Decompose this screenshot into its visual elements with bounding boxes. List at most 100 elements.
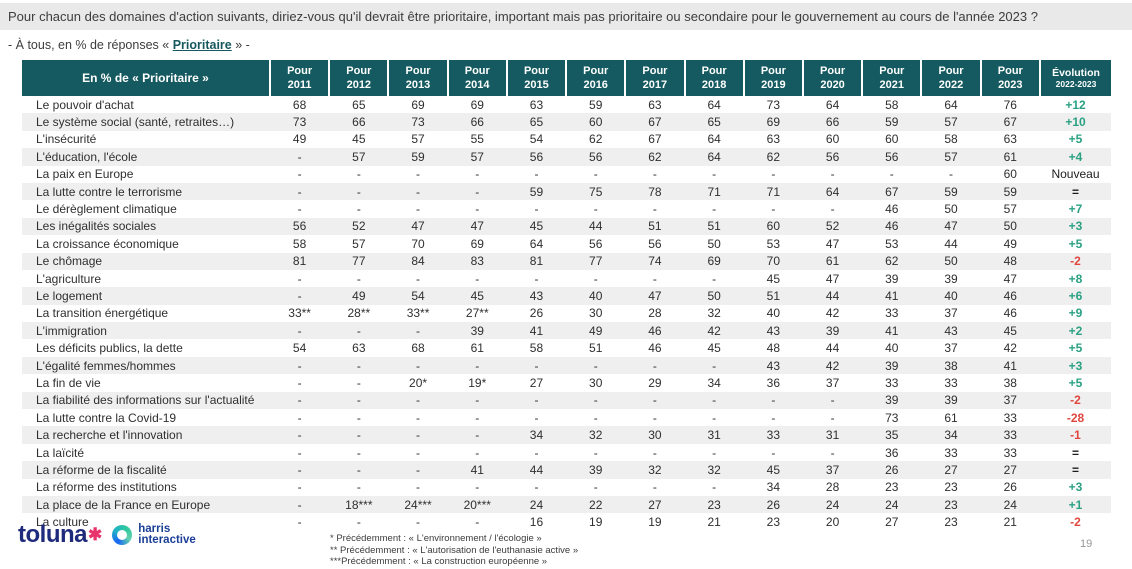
column-header-year: Pour 2011 [268,60,330,96]
value-cell: - [889,167,894,182]
value-cell: 19* [468,375,487,390]
value-cell: - [356,480,361,495]
row-label: La paix en Europe [36,167,134,182]
value-cell: 37 [825,462,840,477]
value-cell: 68 [411,341,425,356]
value-cell: 30 [589,375,603,390]
value-cell: 63 [648,97,662,112]
value-cell: - [712,410,717,425]
value-cell: 76 [1003,97,1017,112]
value-cell: 43 [529,288,544,303]
value-cell: 81 [292,254,307,269]
value-cell: - [356,445,361,460]
value-cell: 69 [707,254,721,269]
value-cell: 68 [292,97,307,112]
value-cell: - [297,410,302,425]
value-cell: 33 [1003,428,1017,443]
value-cell: 56 [648,236,662,251]
value-cell: 47 [470,219,484,234]
value-cell: 31 [825,428,840,443]
table-row: La lutte contre le terrorisme - - - - 59 75 78 7… [22,182,1111,201]
evolution-cell: +7 [1068,202,1083,217]
value-cell: 67 [885,184,899,199]
value-cell: - [534,271,539,286]
value-cell: 39 [589,462,603,477]
table-row: Le logement - 49 54 45 43 40 47 50 51 44 41 40 46 +6 [22,287,1111,305]
value-cell: 54 [292,341,307,356]
value-cell: 49 [292,132,307,147]
value-cell: - [534,410,539,425]
table-row: L'immigration - - - 39 41 49 46 42 43 39 41 43 45 +2 [22,322,1111,340]
value-cell: 53 [885,236,899,251]
evolution-cell: -2 [1070,393,1081,408]
table-row: La place de la France en Europe - 18*** 24*… [22,495,1111,514]
value-cell: 59 [589,97,603,112]
value-cell: 54 [411,288,425,303]
footnote-3: ***Précédemment : « La construction euro… [330,556,548,567]
evolution-cell: -1 [1070,428,1081,443]
page-number: 19 [1080,538,1093,550]
column-header-year: Pour 2015 [505,60,567,96]
value-cell: - [830,393,835,408]
value-cell: 36 [766,375,781,390]
value-cell: - [297,167,302,182]
value-cell: 64 [944,97,958,112]
column-header-year: Pour 2019 [742,60,803,96]
value-cell: 23 [766,515,781,530]
value-cell: 62 [885,254,899,269]
value-cell: 44 [825,341,840,356]
table-row: Les déficits publics, la dette 54 63 68 61 58… [22,339,1111,356]
value-cell: - [416,445,421,460]
value-cell: 38 [944,358,958,373]
table-row: L'insécurité 49 45 57 55 54 62 67 64 63 60 60 58 63 +5 [22,131,1111,148]
value-cell: - [534,358,539,373]
value-cell: 81 [529,254,544,269]
value-cell: 63 [352,341,366,356]
value-cell: 33** [288,306,311,321]
value-cell: 84 [411,254,425,269]
value-cell: 48 [1003,254,1017,269]
value-cell: 53 [766,236,781,251]
value-cell: 65 [707,115,721,130]
evolution-cell: +6 [1068,288,1083,303]
value-cell: 58 [885,97,899,112]
row-label: La réforme des institutions [36,480,177,495]
harris-logo-line1: harris [138,523,171,535]
results-table: En % de « Prioritaire » Pour 2011 Pour 2012 P… [22,60,1111,531]
value-cell: 46 [1003,306,1017,321]
value-cell: - [652,167,657,182]
value-cell: 20* [409,375,428,390]
value-cell: - [416,515,421,530]
evolution-cell: +4 [1068,149,1083,164]
value-cell: - [771,167,776,182]
value-cell: - [297,271,302,286]
value-cell: 24 [825,497,840,512]
value-cell: 32 [707,462,721,477]
value-cell: 77 [589,254,603,269]
value-cell: 57 [470,149,484,164]
value-cell: - [593,410,598,425]
value-cell: 31 [707,428,721,443]
value-cell: 63 [1003,132,1017,147]
value-cell: 37 [825,375,840,390]
value-cell: 47 [944,219,958,234]
value-cell: 36 [885,445,899,460]
evolution-cell: +5 [1068,375,1083,390]
value-cell: - [771,202,776,217]
table-row: La transition énergétique 33** 28** 33** 27*… [22,305,1111,322]
row-label: L'agriculture [36,271,101,286]
row-label: Le chômage [36,254,103,269]
value-cell: 40 [589,288,603,303]
value-cell: - [593,358,598,373]
value-cell: - [416,410,421,425]
value-cell: 33 [1003,445,1017,460]
value-cell: 32 [648,462,662,477]
row-label: Le dérèglement climatique [36,202,177,217]
value-cell: 39 [885,271,899,286]
evolution-cell: = [1071,462,1079,477]
value-cell: 69 [470,97,484,112]
value-cell: - [416,462,421,477]
value-cell: 24 [885,497,899,512]
value-cell: - [356,358,361,373]
table-header-row: En % de « Prioritaire » Pour 2011 Pour 2012 P… [22,60,1111,96]
